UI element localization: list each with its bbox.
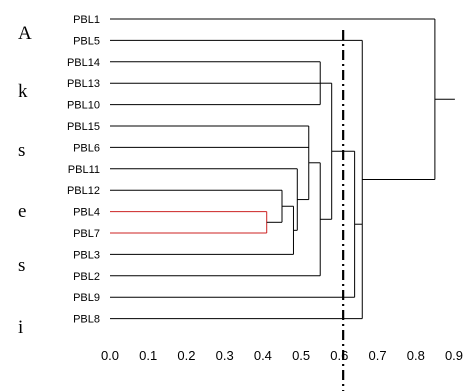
x-tick-label: 0.7 <box>369 348 387 363</box>
x-tick-label: 0.2 <box>177 348 195 363</box>
branches <box>110 18 455 391</box>
side-letter: A <box>18 23 32 44</box>
leaf-label: PBL11 <box>68 164 100 176</box>
side-letter: i <box>18 317 23 338</box>
side-letter: s <box>18 255 25 276</box>
leaf-label: PBL10 <box>67 100 100 112</box>
leaf-label: PBL14 <box>67 57 100 69</box>
leaf-label: PBL7 <box>73 228 100 240</box>
x-tick-label: 0.0 <box>101 348 119 363</box>
leaf-label: PBL8 <box>73 314 100 326</box>
leaf-label: PBL2 <box>73 271 100 283</box>
leaf-label: PBL4 <box>73 207 100 219</box>
leaf-labels: PBL1 PBL5 PBL14 PBL13 PBL10 PBL15 PBL6 PBL11 PBL… <box>67 14 100 326</box>
x-tick-label: 0.1 <box>139 348 157 363</box>
x-tick-label: 0.4 <box>254 348 272 363</box>
leaf-label: PBL9 <box>73 292 100 304</box>
leaf-label: PBL3 <box>73 249 100 261</box>
x-axis-ticks: 0.0 0.1 0.2 0.3 0.4 0.5 0.6 0.7 0.8 0.9 <box>101 348 463 363</box>
leaf-label: PBL15 <box>67 121 100 133</box>
leaf-label: PBL5 <box>73 35 100 47</box>
leaf-label: PBL13 <box>67 78 100 90</box>
leaf-label: PBL1 <box>73 14 100 26</box>
x-tick-label: 0.9 <box>445 348 463 363</box>
side-letters: A k s e s i <box>18 23 32 338</box>
x-tick-label: 0.3 <box>216 348 234 363</box>
x-tick-label: 0.8 <box>407 348 425 363</box>
leaf-label: PBL6 <box>73 142 100 154</box>
x-tick-label: 0.6 <box>330 348 348 363</box>
side-letter: k <box>18 81 28 102</box>
side-letter: e <box>18 201 26 222</box>
leaf-label: PBL12 <box>67 185 100 197</box>
x-tick-label: 0.5 <box>292 348 310 363</box>
side-letter: s <box>18 140 25 161</box>
